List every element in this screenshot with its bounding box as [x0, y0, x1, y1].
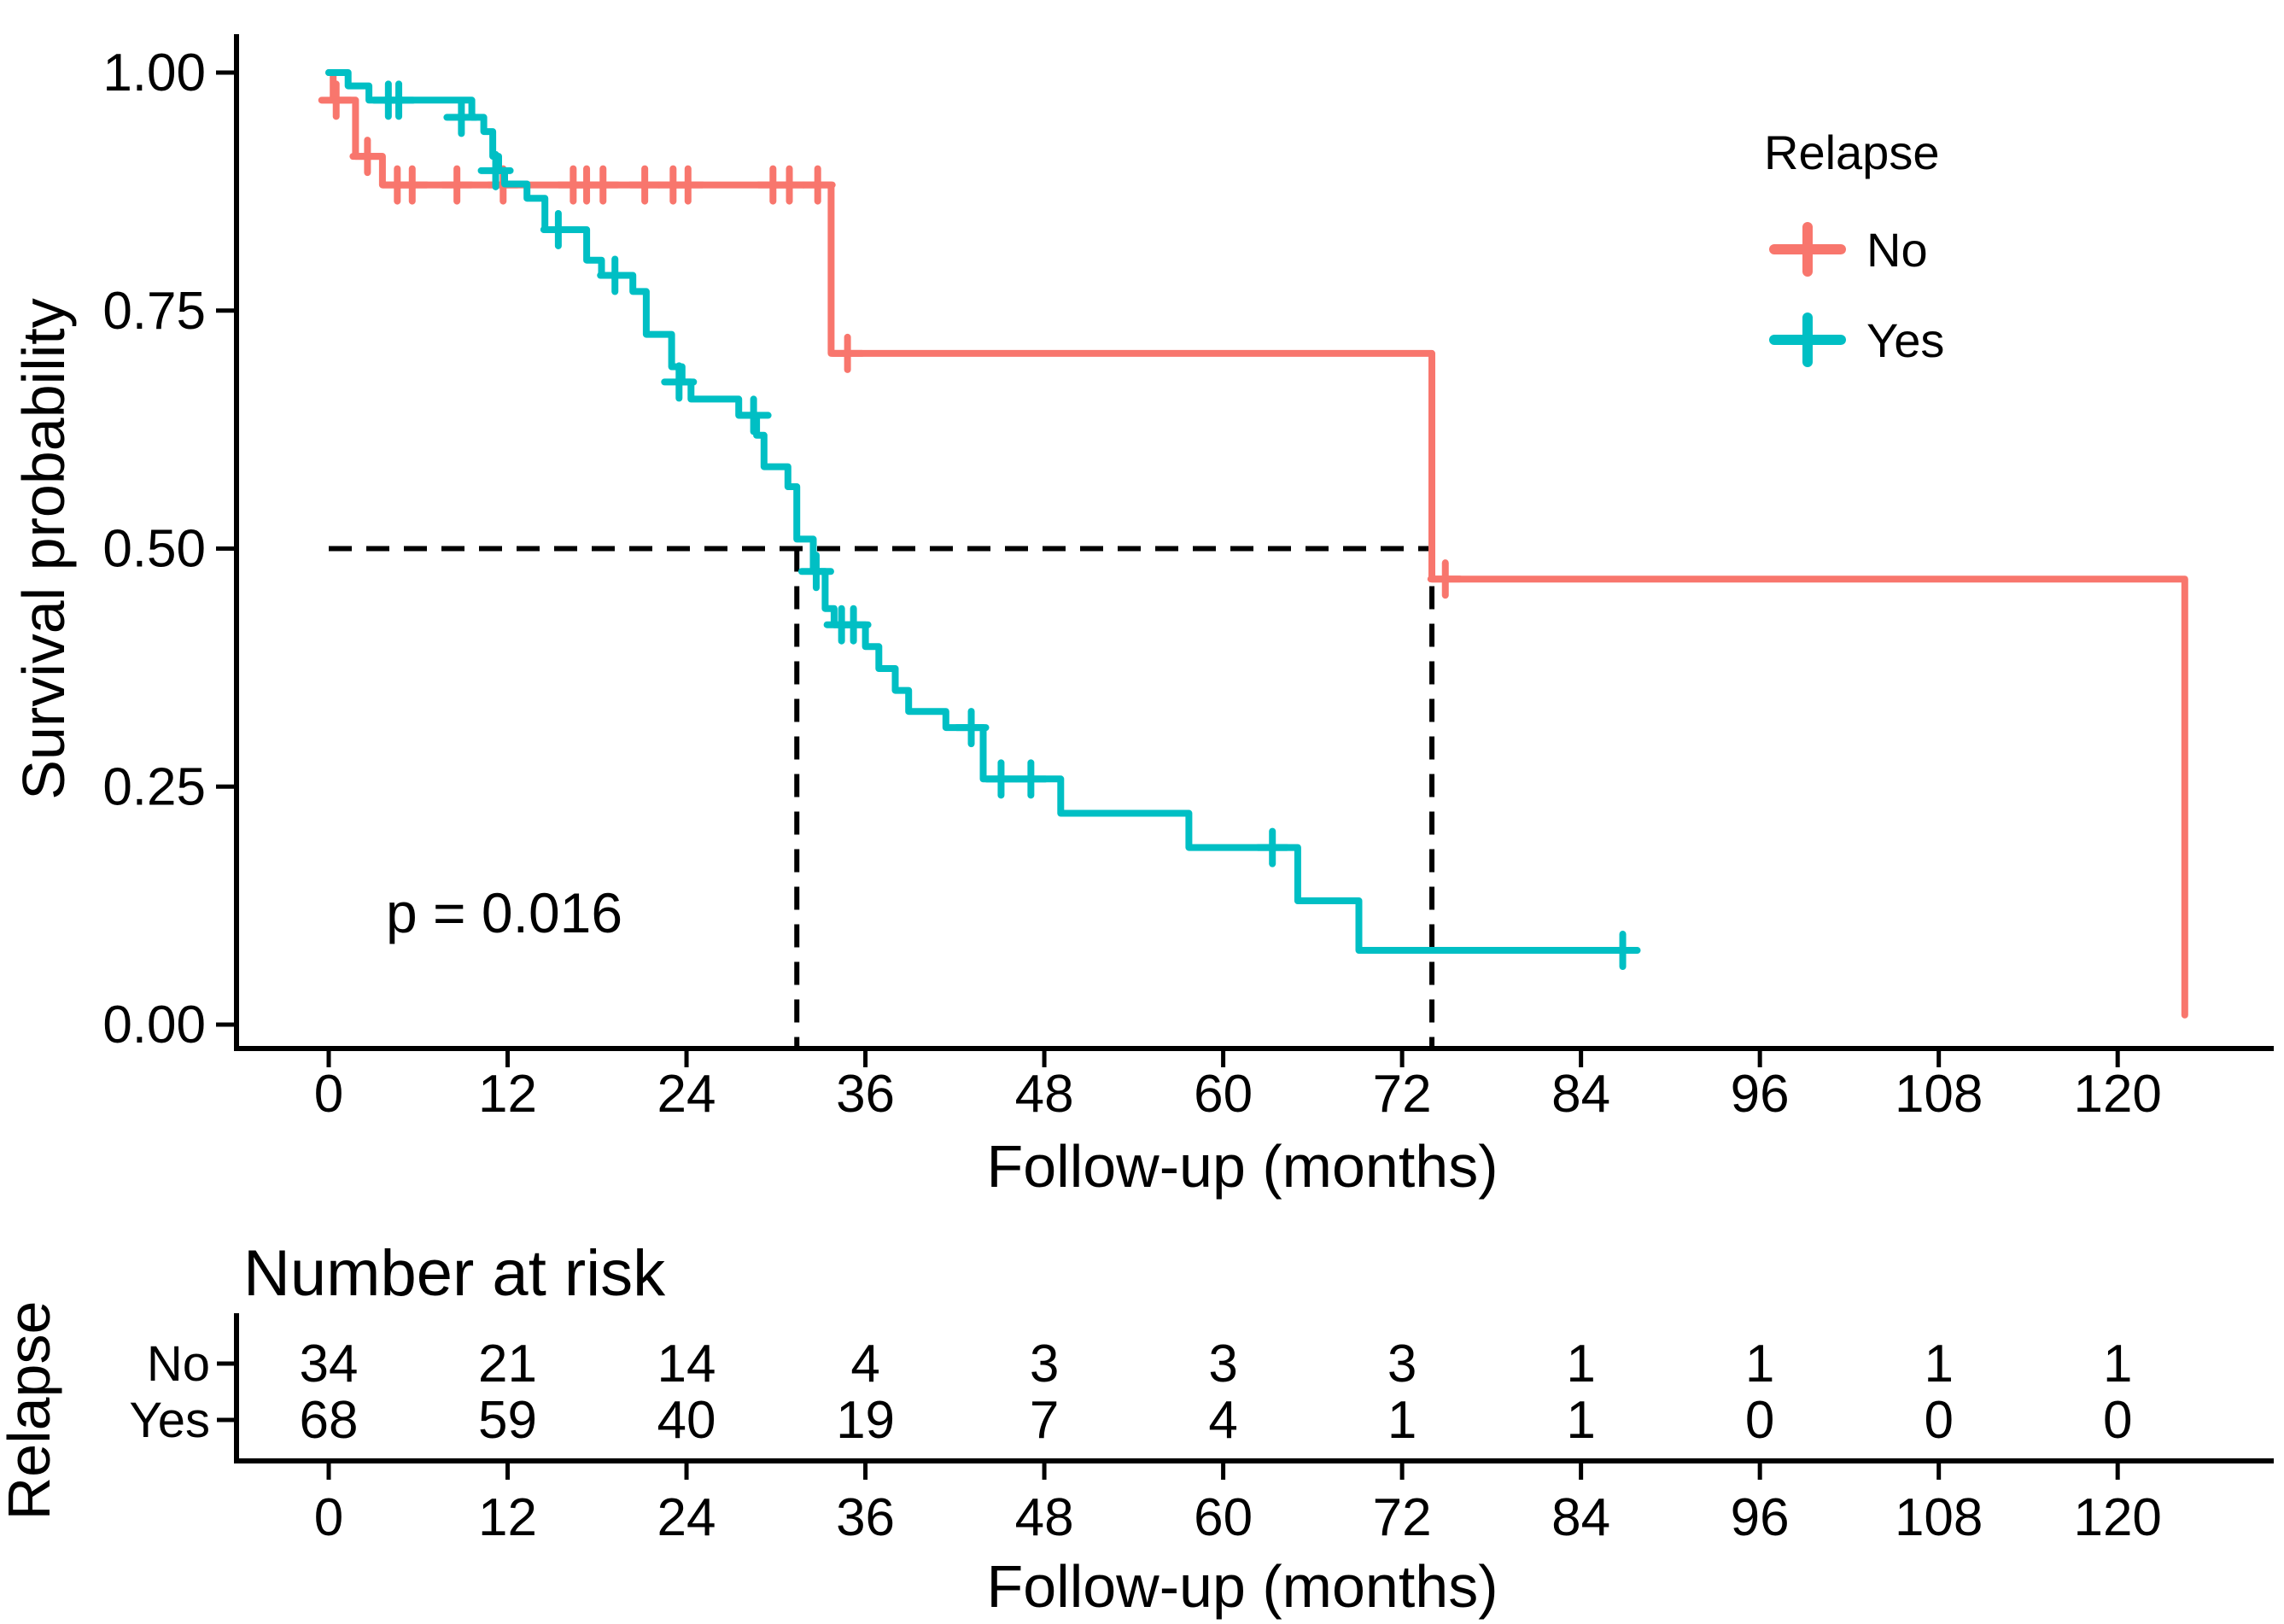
risk-row-label-yes: Yes [129, 1393, 210, 1448]
x-tick-label: 108 [1895, 1065, 1983, 1124]
risk-count: 1 [1566, 1391, 1595, 1450]
legend-title: Relapse [1764, 126, 1939, 179]
y-tick-label: 0.25 [102, 757, 206, 816]
risk-table-x-tick-label: 120 [2073, 1488, 2161, 1547]
legend-label-no: No [1866, 223, 1928, 277]
x-tick-label: 24 [657, 1065, 716, 1124]
risk-table-x-tick-label: 12 [478, 1488, 537, 1547]
y-axis-title: Survival probability [10, 298, 77, 799]
x-tick-label: 96 [1731, 1065, 1790, 1124]
risk-count: 4 [850, 1335, 879, 1393]
risk-count: 59 [478, 1391, 537, 1450]
risk-count: 1 [1745, 1335, 1774, 1393]
y-tick-label: 1.00 [102, 44, 206, 102]
risk-table-x-tick-label: 72 [1373, 1488, 1432, 1547]
risk-count: 21 [478, 1335, 537, 1393]
pvalue-label: p = 0.016 [386, 881, 622, 944]
legend-label-yes: Yes [1866, 313, 1944, 367]
risk-count: 19 [836, 1391, 895, 1450]
x-tick-label: 12 [478, 1065, 537, 1124]
risk-count: 3 [1387, 1335, 1417, 1393]
risk-table-title: Number at risk [243, 1237, 666, 1310]
risk-row-label-no: No [147, 1336, 210, 1392]
y-tick-label: 0.50 [102, 520, 206, 579]
risk-count: 0 [1745, 1391, 1774, 1450]
x-tick-label: 120 [2073, 1065, 2161, 1124]
risk-count: 34 [300, 1335, 359, 1393]
x-tick-label: 0 [314, 1065, 343, 1124]
survival-curve-no [325, 69, 2188, 1019]
risk-count: 0 [2103, 1391, 2132, 1450]
y-tick-label: 0.00 [102, 996, 206, 1054]
risk-count: 1 [1924, 1335, 1953, 1393]
risk-count: 68 [300, 1391, 359, 1450]
x-tick-label: 36 [836, 1065, 895, 1124]
risk-count: 4 [1208, 1391, 1237, 1450]
risk-count: 40 [657, 1391, 716, 1450]
risk-table-x-tick-label: 0 [314, 1488, 343, 1547]
risk-count: 3 [1030, 1335, 1059, 1393]
risk-table-x-tick-label: 96 [1731, 1488, 1790, 1547]
risk-table-x-axis-title: Follow-up (months) [986, 1553, 1498, 1620]
risk-count: 7 [1030, 1391, 1059, 1450]
risk-table-x-tick-label: 48 [1015, 1488, 1074, 1547]
risk-table-x-tick-label: 84 [1551, 1488, 1610, 1547]
main-plot: 1.00 0.75 0.50 0.25 0.00 0 12 24 36 48 60 72 84 96 108… [10, 34, 2274, 1200]
y-tick-label: 0.75 [102, 282, 206, 341]
x-tick-label: 72 [1373, 1065, 1432, 1124]
risk-table-x-tick-label: 108 [1895, 1488, 1983, 1547]
risk-count: 1 [1387, 1391, 1417, 1450]
risk-count: 3 [1208, 1335, 1237, 1393]
x-tick-label: 48 [1015, 1065, 1074, 1124]
risk-count: 1 [1566, 1335, 1595, 1393]
risk-count: 14 [657, 1335, 716, 1393]
risk-table-x-tick-label: 60 [1194, 1488, 1253, 1547]
x-tick-label: 84 [1551, 1065, 1610, 1124]
risk-table-group-axis-label: Relapse [0, 1301, 62, 1521]
risk-table-x-tick-label: 24 [657, 1488, 716, 1547]
risk-count: 1 [2103, 1335, 2132, 1393]
risk-count: 0 [1924, 1391, 1953, 1450]
x-tick-label: 60 [1194, 1065, 1253, 1124]
x-axis-title: Follow-up (months) [986, 1133, 1498, 1200]
risk-table-x-tick-label: 36 [836, 1488, 895, 1547]
